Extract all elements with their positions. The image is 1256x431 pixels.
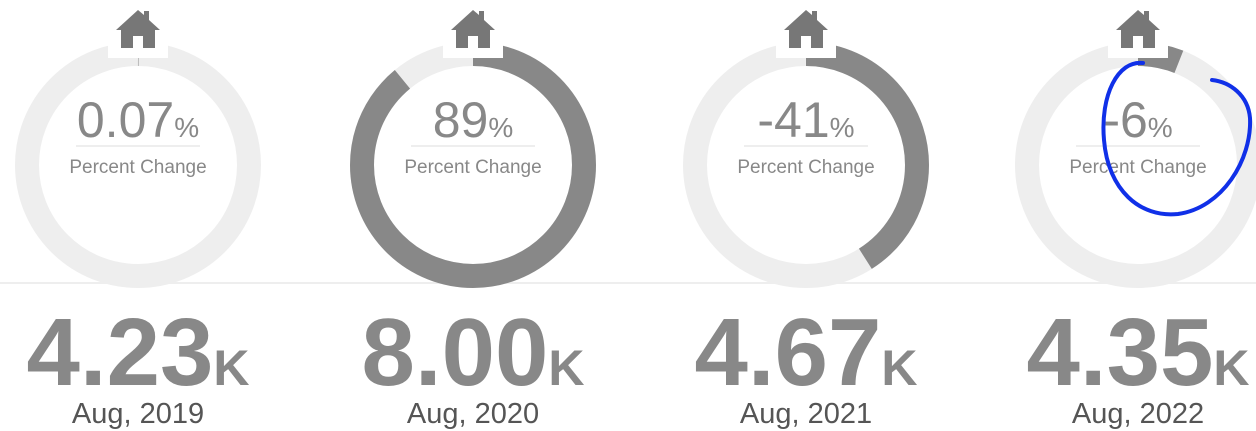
count: 4.67K: [695, 299, 918, 406]
percent-unit: %: [830, 112, 855, 143]
house-icon: [451, 10, 495, 48]
count-unit: K: [213, 340, 249, 396]
count-value: 4.35: [1027, 299, 1214, 406]
count-value: 8.00: [362, 299, 549, 406]
date: Aug, 2020: [407, 398, 539, 430]
house-icon: [1116, 10, 1160, 48]
percent-change: -41%: [757, 92, 854, 148]
caption: Percent Change: [1069, 157, 1206, 178]
count: 4.23K: [27, 299, 250, 406]
caption: Percent Change: [404, 157, 541, 178]
percent-value: -41: [757, 92, 829, 148]
date: Aug, 2019: [72, 398, 204, 430]
percent-value: -6: [1103, 92, 1147, 148]
caption: Percent Change: [737, 157, 874, 178]
count-value: 4.67: [695, 299, 882, 406]
percent-change: 89%: [433, 92, 514, 148]
count-unit: K: [1213, 340, 1249, 396]
percent-change: -6%: [1103, 92, 1172, 148]
percent-unit: %: [1148, 112, 1173, 143]
count-unit: K: [548, 340, 584, 396]
percent-value: 0.07: [77, 92, 174, 148]
percent-unit: %: [488, 112, 513, 143]
house-icon: [116, 10, 160, 48]
count-value: 4.23: [27, 299, 214, 406]
percent-value: 89: [433, 92, 489, 148]
annotation-scribble: [1101, 60, 1253, 217]
count: 8.00K: [362, 299, 585, 406]
caption: Percent Change: [69, 157, 206, 178]
house-icon: [784, 10, 828, 48]
date: Aug, 2022: [1072, 398, 1204, 430]
percent-change: 0.07%: [77, 92, 199, 148]
date: Aug, 2021: [740, 398, 872, 430]
count-unit: K: [881, 340, 917, 396]
count: 4.35K: [1027, 299, 1250, 406]
percent-unit: %: [174, 112, 199, 143]
